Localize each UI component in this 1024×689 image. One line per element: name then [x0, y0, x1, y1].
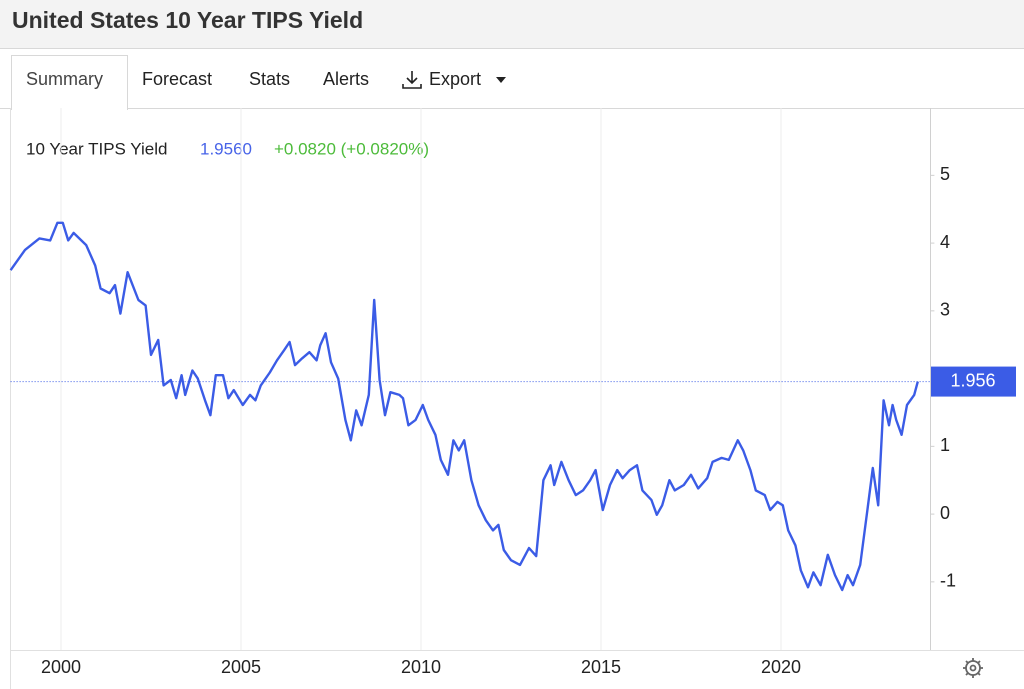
tab[interactable]: Summary — [26, 69, 103, 89]
current-value: 1.9560 — [200, 139, 252, 158]
page-title: United States 10 Year TIPS Yield — [12, 7, 363, 33]
settings-icon[interactable] — [963, 658, 983, 678]
y-tick-label: 0 — [940, 503, 950, 523]
tab[interactable]: Stats — [249, 69, 290, 89]
y-tick-label: 5 — [940, 164, 950, 184]
tab[interactable]: Alerts — [323, 69, 369, 89]
legend-label: 10 Year TIPS Yield — [26, 139, 167, 158]
x-tick-label: 2020 — [761, 657, 801, 677]
x-tick-label: 2010 — [401, 657, 441, 677]
x-tick-label: 2000 — [41, 657, 81, 677]
last-value-label: 1.956 — [950, 370, 995, 390]
change: +0.0820 (+0.0820%) — [274, 139, 429, 158]
series-line — [9, 221, 919, 592]
title-bar — [0, 0, 1024, 48]
tab[interactable]: Forecast — [142, 69, 212, 89]
y-tick-label: 3 — [940, 300, 950, 320]
y-tick-label: 4 — [940, 232, 950, 252]
active-tab[interactable] — [11, 55, 128, 110]
export-icon[interactable] — [402, 71, 422, 89]
last-value-box — [931, 366, 1016, 397]
tab-cover — [12, 106, 127, 111]
x-tick-label: 2015 — [581, 657, 621, 677]
dropdown-caret[interactable] — [496, 77, 506, 83]
x-tick-label: 2005 — [221, 657, 261, 677]
y-tick-label: -1 — [940, 571, 956, 591]
y-tick-label: 1 — [940, 435, 950, 455]
tab[interactable]: Export — [429, 69, 481, 89]
